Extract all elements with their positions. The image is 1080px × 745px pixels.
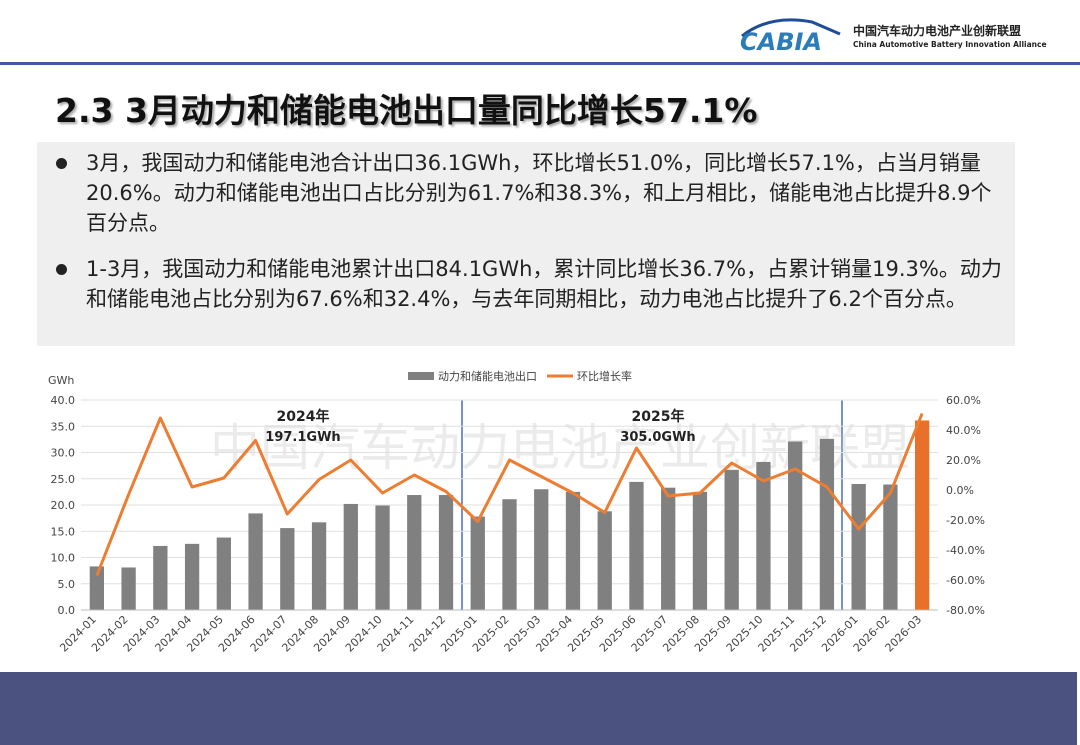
bar bbox=[819, 438, 835, 610]
logo-arc bbox=[741, 18, 841, 38]
y-tick-label: 30.0 bbox=[51, 447, 76, 460]
bar bbox=[216, 537, 231, 610]
y-tick-label: 35.0 bbox=[51, 420, 76, 433]
bar bbox=[502, 499, 517, 610]
footer-band bbox=[0, 672, 1077, 745]
bar bbox=[375, 505, 390, 610]
bar bbox=[756, 461, 771, 610]
bar bbox=[248, 513, 263, 610]
bar bbox=[914, 420, 930, 610]
bar bbox=[438, 495, 454, 610]
y2-tick-label: 0.0% bbox=[946, 484, 974, 497]
slide-title: 2.3 3月动力和储能电池出口量同比增长57.1% bbox=[55, 91, 758, 130]
bar bbox=[153, 545, 168, 610]
legend-label: 动力和储能电池出口 bbox=[438, 369, 537, 383]
y-tick-label: 40.0 bbox=[51, 394, 76, 407]
bar bbox=[343, 503, 358, 610]
text-box bbox=[37, 142, 1015, 346]
y2-tick-label: 20.0% bbox=[946, 454, 981, 467]
bar bbox=[89, 566, 105, 610]
y-tick-label: 20.0 bbox=[51, 499, 76, 512]
y-axis-label: GWh bbox=[48, 374, 74, 387]
bar bbox=[851, 484, 866, 610]
y2-tick-label: -80.0% bbox=[946, 604, 985, 617]
bar bbox=[597, 511, 612, 610]
bar bbox=[565, 491, 581, 610]
y2-tick-label: -60.0% bbox=[946, 574, 985, 587]
y2-tick-label: 60.0% bbox=[946, 394, 981, 407]
org-en: China Automotive Battery Innovation Alli… bbox=[853, 40, 1047, 49]
bar bbox=[788, 441, 803, 610]
bar bbox=[470, 516, 485, 610]
annotation-year: 2024年 bbox=[277, 408, 330, 425]
y-tick-label: 15.0 bbox=[51, 525, 76, 538]
watermark: 中国汽车动力电池产业创新联盟 bbox=[210, 419, 910, 477]
logo: CABIA 中国汽车动力电池产业创新联盟 China Automotive Ba… bbox=[740, 18, 1047, 56]
bar bbox=[629, 481, 644, 610]
org-cn: 中国汽车动力电池产业创新联盟 bbox=[853, 23, 1021, 38]
bar bbox=[407, 495, 422, 610]
line bbox=[95, 412, 924, 577]
bar bbox=[121, 567, 136, 610]
bar bbox=[692, 491, 708, 610]
y-tick-label: 10.0 bbox=[51, 552, 76, 565]
bar bbox=[661, 487, 676, 610]
bar bbox=[280, 528, 295, 610]
annotation-total: 305.0GWh bbox=[620, 430, 695, 445]
bullet: 1-3月，我国动力和储能电池累计出口84.1GWh，累计同比增长36.7%，占累… bbox=[48, 254, 1003, 314]
bar bbox=[724, 469, 739, 610]
y2-tick-label: -40.0% bbox=[946, 544, 985, 557]
logo-text: CABIA bbox=[740, 28, 822, 56]
bar bbox=[534, 489, 549, 610]
annotation-year: 2025年 bbox=[632, 408, 685, 425]
y-tick-label: 0.0 bbox=[58, 604, 76, 617]
legend-label: 环比增长率 bbox=[577, 369, 632, 383]
chart: 中国汽车动力电池产业创新联盟 0.0 5.0 10.0 15.0 20.0 25.0 30.0… bbox=[48, 369, 985, 655]
y2-tick-label: -20.0% bbox=[946, 514, 985, 527]
annotation-total: 197.1GWh bbox=[265, 430, 340, 445]
bar bbox=[311, 522, 327, 610]
y-tick-label: 25.0 bbox=[51, 473, 76, 486]
bar bbox=[883, 484, 898, 610]
y2-tick-label: 40.0% bbox=[946, 424, 981, 437]
legend-swatch bbox=[408, 372, 434, 380]
y-tick-label: 5.0 bbox=[58, 578, 76, 591]
bullet: 3月，我国动力和储能电池合计出口36.1GWh，环比增长51.0%，同比增长57… bbox=[48, 148, 1003, 238]
header: CABIA 中国汽车动力电池产业创新联盟 China Automotive Ba… bbox=[0, 0, 1080, 65]
bar bbox=[184, 543, 200, 610]
